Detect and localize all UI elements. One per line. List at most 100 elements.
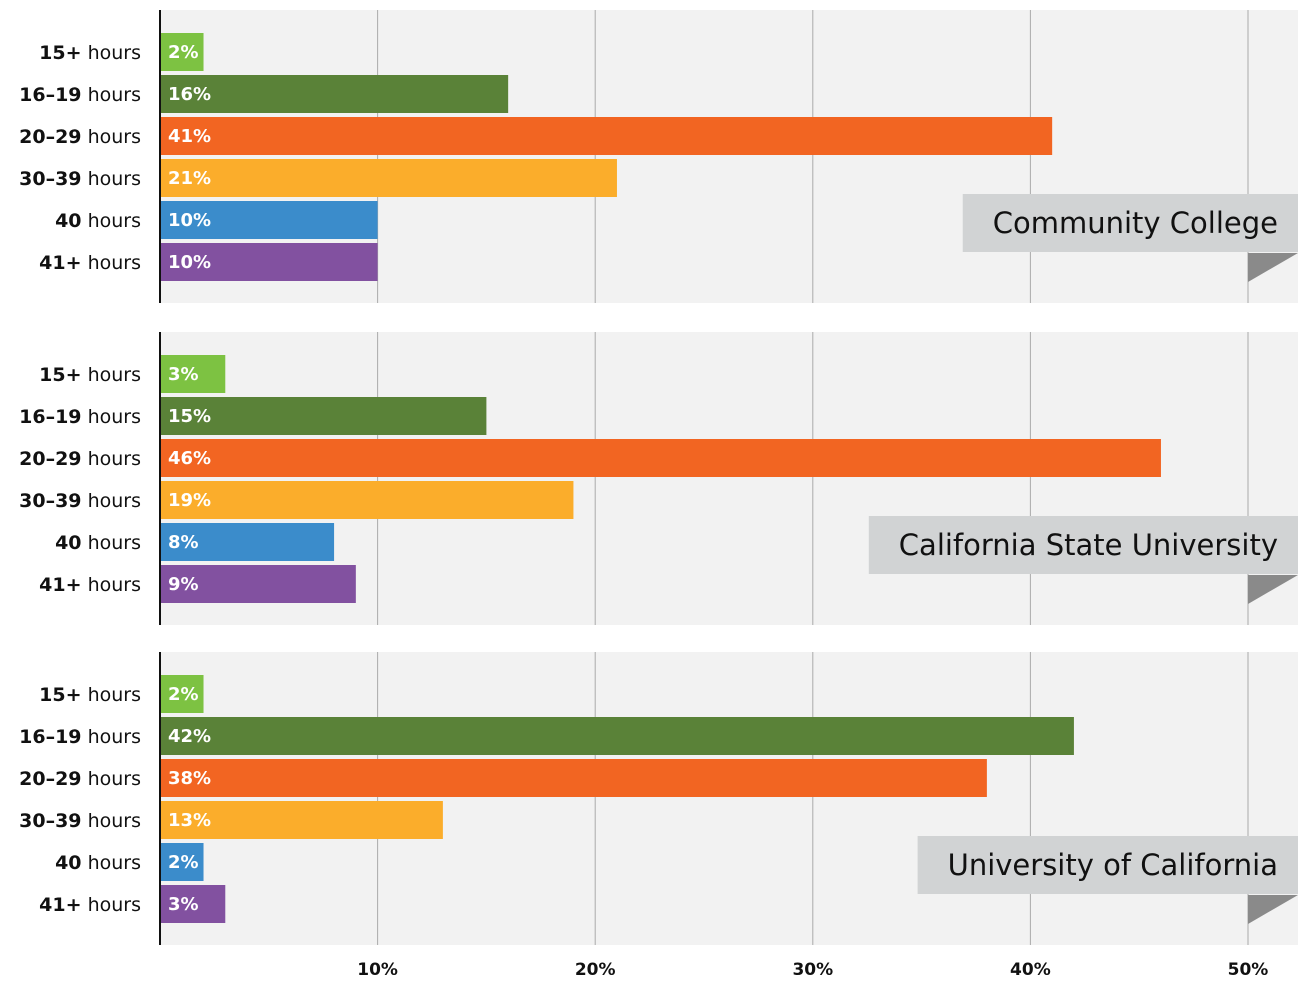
category-unit: hours bbox=[82, 42, 141, 64]
panel-title: California State University bbox=[899, 528, 1278, 562]
x-tick-label: 30% bbox=[792, 960, 833, 980]
category-unit: hours bbox=[82, 532, 141, 554]
value-label: 19% bbox=[168, 490, 211, 511]
category-label: 20–29 hours bbox=[19, 448, 141, 470]
category-unit: hours bbox=[82, 490, 141, 512]
x-tick-label: 10% bbox=[357, 960, 398, 980]
category-number: 16–19 bbox=[19, 406, 81, 428]
category-number: 41+ bbox=[39, 894, 81, 916]
x-tick-label: 50% bbox=[1228, 960, 1269, 980]
category-label: 41+ hours bbox=[39, 252, 141, 274]
category-number: 40 bbox=[55, 532, 81, 554]
category-label: 30–39 hours bbox=[19, 168, 141, 190]
category-label: 16–19 hours bbox=[19, 406, 141, 428]
bar bbox=[160, 439, 1161, 477]
value-label: 10% bbox=[168, 210, 211, 231]
title-fold bbox=[1248, 895, 1298, 924]
bar bbox=[160, 355, 226, 393]
value-label: 38% bbox=[168, 768, 211, 789]
category-unit: hours bbox=[82, 726, 141, 748]
title-fold bbox=[1248, 253, 1298, 282]
bar bbox=[160, 675, 204, 713]
x-tick-label: 40% bbox=[1010, 960, 1051, 980]
category-number: 15+ bbox=[39, 364, 81, 386]
category-number: 20–29 bbox=[19, 448, 81, 470]
value-label: 16% bbox=[168, 84, 211, 105]
bar bbox=[160, 885, 226, 923]
bar bbox=[160, 33, 204, 71]
category-unit: hours bbox=[82, 210, 141, 232]
category-label: 40 hours bbox=[55, 852, 141, 874]
bar bbox=[160, 201, 378, 239]
bar bbox=[160, 243, 378, 281]
panel-title: Community College bbox=[993, 206, 1278, 240]
category-label: 15+ hours bbox=[39, 364, 141, 386]
value-label: 2% bbox=[168, 42, 199, 63]
bar bbox=[160, 717, 1074, 755]
category-unit: hours bbox=[82, 448, 141, 470]
value-label: 15% bbox=[168, 406, 211, 427]
bar bbox=[160, 117, 1053, 155]
category-label: 30–39 hours bbox=[19, 810, 141, 832]
bar bbox=[160, 75, 509, 113]
category-unit: hours bbox=[82, 852, 141, 874]
category-number: 15+ bbox=[39, 42, 81, 64]
category-label: 41+ hours bbox=[39, 574, 141, 596]
bar bbox=[160, 481, 574, 519]
title-box bbox=[917, 836, 1298, 894]
value-label: 46% bbox=[168, 448, 211, 469]
category-unit: hours bbox=[82, 768, 141, 790]
category-unit: hours bbox=[82, 810, 141, 832]
bar bbox=[160, 565, 356, 603]
category-label: 15+ hours bbox=[39, 684, 141, 706]
category-label: 20–29 hours bbox=[19, 126, 141, 148]
value-label: 10% bbox=[168, 252, 211, 273]
value-label: 3% bbox=[168, 364, 199, 385]
category-number: 41+ bbox=[39, 252, 81, 274]
category-number: 30–39 bbox=[19, 168, 81, 190]
category-number: 30–39 bbox=[19, 810, 81, 832]
title-fold bbox=[1248, 575, 1298, 604]
category-number: 20–29 bbox=[19, 768, 81, 790]
category-unit: hours bbox=[82, 684, 141, 706]
value-label: 21% bbox=[168, 168, 211, 189]
category-number: 40 bbox=[55, 210, 81, 232]
bar bbox=[160, 843, 204, 881]
value-label: 13% bbox=[168, 810, 211, 831]
category-number: 15+ bbox=[39, 684, 81, 706]
value-label: 8% bbox=[168, 532, 199, 553]
bar bbox=[160, 159, 617, 197]
category-number: 41+ bbox=[39, 574, 81, 596]
category-label: 41+ hours bbox=[39, 894, 141, 916]
category-label: 40 hours bbox=[55, 532, 141, 554]
category-unit: hours bbox=[82, 364, 141, 386]
value-label: 2% bbox=[168, 684, 199, 705]
category-unit: hours bbox=[82, 574, 141, 596]
panel-title: University of California bbox=[948, 848, 1278, 882]
value-label: 42% bbox=[168, 726, 211, 747]
category-unit: hours bbox=[82, 168, 141, 190]
category-label: 40 hours bbox=[55, 210, 141, 232]
category-label: 16–19 hours bbox=[19, 84, 141, 106]
category-label: 30–39 hours bbox=[19, 490, 141, 512]
category-label: 20–29 hours bbox=[19, 768, 141, 790]
category-unit: hours bbox=[82, 126, 141, 148]
category-label: 15+ hours bbox=[39, 42, 141, 64]
value-label: 9% bbox=[168, 574, 199, 595]
bar bbox=[160, 801, 443, 839]
category-number: 30–39 bbox=[19, 490, 81, 512]
category-unit: hours bbox=[82, 406, 141, 428]
title-box bbox=[962, 194, 1298, 252]
title-box bbox=[868, 516, 1298, 574]
category-unit: hours bbox=[82, 252, 141, 274]
category-number: 20–29 bbox=[19, 126, 81, 148]
bar bbox=[160, 523, 335, 561]
bar bbox=[160, 759, 987, 797]
value-label: 41% bbox=[168, 126, 211, 147]
panel-background bbox=[160, 652, 1298, 945]
x-tick-label: 20% bbox=[575, 960, 616, 980]
category-unit: hours bbox=[82, 894, 141, 916]
category-number: 40 bbox=[55, 852, 81, 874]
value-label: 2% bbox=[168, 852, 199, 873]
